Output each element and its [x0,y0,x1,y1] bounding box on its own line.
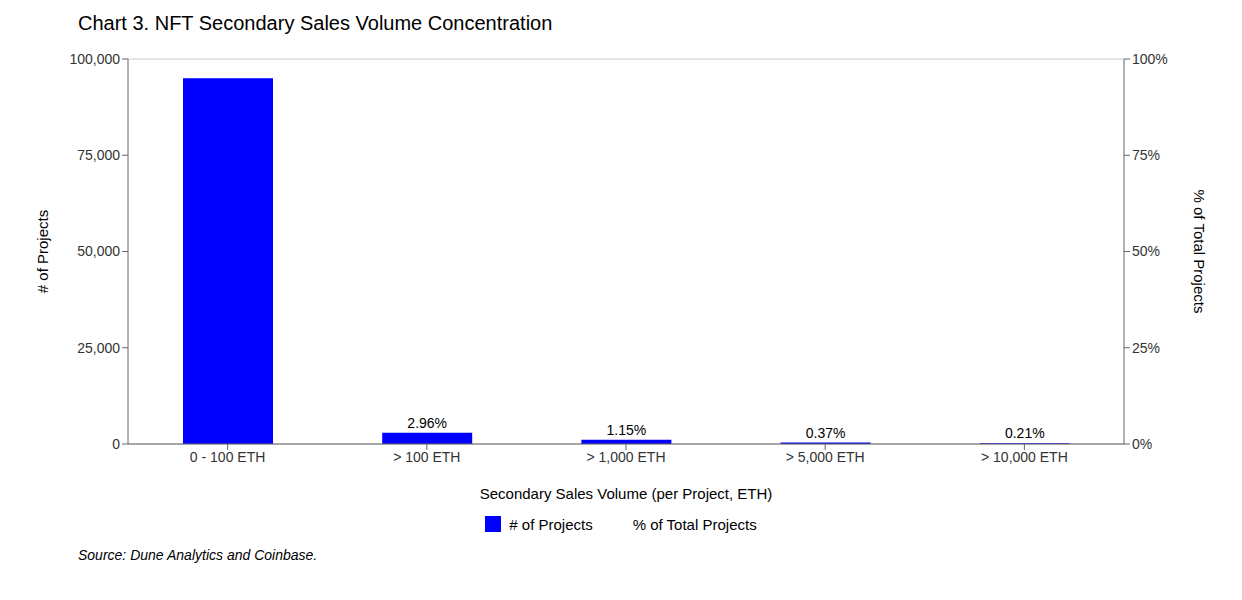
svg-text:25,000: 25,000 [77,340,120,356]
html-text:# of Projects: # of Projects [509,515,593,533]
svg-text:# of Projects: # of Projects [34,210,51,293]
svg-text:Secondary Sales Volume (per Pr: Secondary Sales Volume (per Project, ETH… [480,485,773,502]
svg-text:> 100 ETH: > 100 ETH [393,449,460,465]
svg-text:50,000: 50,000 [77,243,120,259]
svg-text:75%: 75% [1132,147,1160,163]
svg-text:> 5,000 ETH: > 5,000 ETH [786,449,865,465]
svg-text:> 1,000 ETH: > 1,000 ETH [587,449,666,465]
svg-text:100%: 100% [1132,51,1168,67]
svg-text:0: 0 [112,436,120,452]
svg-text:0.21%: 0.21% [1005,425,1045,441]
html-text:Chart 3. NFT Secondary Sales V: Chart 3. NFT Secondary Sales Volume Conc… [78,12,553,34]
html-text:% of Total Projects: % of Total Projects [632,515,757,533]
svg-text:% of Total Projects: % of Total Projects [1191,190,1208,314]
svg-text:50%: 50% [1132,243,1160,259]
svg-text:2.96%: 2.96% [407,415,447,431]
svg-text:0%: 0% [1132,436,1152,452]
svg-text:> 10,000 ETH: > 10,000 ETH [981,449,1068,465]
svg-text:100,000: 100,000 [69,51,120,67]
svg-text:0.37%: 0.37% [806,425,846,441]
svg-text:0 - 100 ETH: 0 - 100 ETH [190,449,265,465]
svg-text:1.15%: 1.15% [607,422,647,438]
html-text:Source: Dune Analytics and Coi: Source: Dune Analytics and Coinbase. [78,547,318,563]
svg-text:25%: 25% [1132,340,1160,356]
svg-text:75,000: 75,000 [77,147,120,163]
